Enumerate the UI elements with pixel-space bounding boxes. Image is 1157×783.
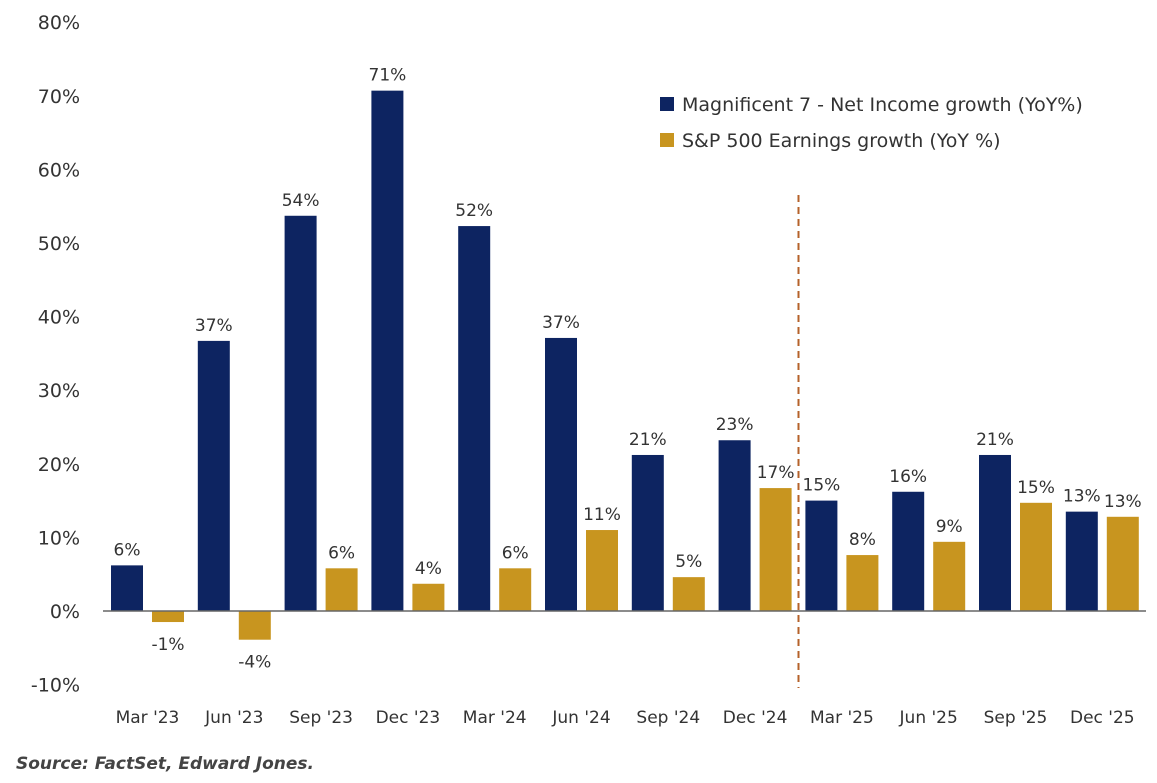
- bar-sp500: [759, 488, 792, 611]
- y-tick-label: 0%: [50, 601, 80, 623]
- y-tick-label: 40%: [38, 307, 80, 329]
- bar-sp500: [1020, 502, 1052, 611]
- bar-mag7: [111, 565, 143, 611]
- source-note: Source: FactSet, Edward Jones.: [16, 754, 314, 774]
- data-label: 6%: [114, 540, 141, 560]
- x-tick-label: Mar '25: [810, 708, 874, 728]
- y-tick-label: -10%: [31, 675, 80, 697]
- y-tick-label: 80%: [38, 12, 80, 34]
- data-label: 21%: [629, 430, 667, 450]
- legend-label: Magnificent 7 - Net Income growth (YoY%): [682, 94, 1083, 116]
- bar-sp500: [1106, 516, 1139, 611]
- bar-mag7: [805, 500, 838, 611]
- data-label: 13%: [1104, 492, 1142, 512]
- bar-sp500: [499, 568, 532, 611]
- data-label: 15%: [803, 476, 841, 496]
- bar-sp500: [152, 611, 184, 623]
- bar-mag7: [197, 340, 230, 611]
- y-tick-label: 70%: [38, 86, 80, 108]
- bar-sp500: [325, 568, 358, 611]
- bar-mag7: [284, 215, 317, 611]
- x-tick-label: Mar '24: [463, 708, 527, 728]
- data-label: 71%: [369, 66, 407, 86]
- bar-sp500: [412, 583, 445, 611]
- x-tick-label: Sep '25: [984, 708, 1048, 728]
- y-tick-label: 60%: [38, 159, 80, 181]
- data-label: 6%: [502, 543, 529, 563]
- data-label: 8%: [849, 530, 876, 550]
- bar-mag7: [458, 226, 491, 611]
- y-tick-label: 50%: [38, 233, 80, 255]
- x-tick-label: Dec '24: [723, 708, 788, 728]
- bar-sp500: [586, 530, 618, 611]
- legend-swatch: [660, 97, 674, 111]
- bar-mag7: [892, 491, 925, 611]
- bar-mag7: [979, 454, 1011, 611]
- data-label: 13%: [1063, 487, 1101, 507]
- data-label: 23%: [716, 415, 754, 435]
- y-tick-label: 30%: [38, 380, 80, 402]
- data-label: 6%: [328, 543, 355, 563]
- y-tick-label: 20%: [38, 454, 80, 476]
- bar-sp500: [238, 611, 271, 640]
- data-label: 37%: [542, 313, 580, 333]
- legend-label: S&P 500 Earnings growth (YoY %): [682, 130, 1001, 152]
- bar-sp500: [846, 555, 879, 611]
- data-label: 54%: [282, 191, 320, 211]
- data-label: 15%: [1017, 478, 1055, 498]
- data-label: 52%: [455, 201, 493, 221]
- data-label: 5%: [675, 552, 702, 572]
- y-tick-label: 10%: [38, 527, 80, 549]
- bar-mag7: [371, 90, 404, 611]
- x-tick-label: Mar '23: [116, 708, 180, 728]
- x-tick-label: Jun '25: [899, 708, 958, 728]
- bar-sp500: [672, 577, 705, 611]
- bar-mag7: [1065, 511, 1098, 611]
- bar-sp500: [933, 541, 966, 611]
- x-tick-label: Jun '24: [551, 708, 610, 728]
- bar-mag7: [631, 454, 664, 611]
- legend-swatch: [660, 133, 674, 147]
- bar-mag7: [718, 440, 751, 611]
- data-label: 16%: [889, 467, 927, 487]
- data-label: 17%: [757, 463, 795, 483]
- data-label: 21%: [976, 430, 1014, 450]
- data-label: -1%: [151, 635, 184, 655]
- bar-mag7: [545, 337, 577, 611]
- x-tick-label: Jun '23: [204, 708, 263, 728]
- data-label: 4%: [415, 559, 442, 579]
- data-label: 37%: [195, 316, 233, 336]
- x-tick-label: Sep '24: [636, 708, 700, 728]
- x-tick-label: Sep '23: [289, 708, 353, 728]
- data-label: 9%: [936, 517, 963, 537]
- data-label: 11%: [583, 505, 621, 525]
- data-label: -4%: [238, 653, 271, 673]
- x-tick-label: Dec '23: [376, 708, 441, 728]
- x-tick-label: Dec '25: [1070, 708, 1135, 728]
